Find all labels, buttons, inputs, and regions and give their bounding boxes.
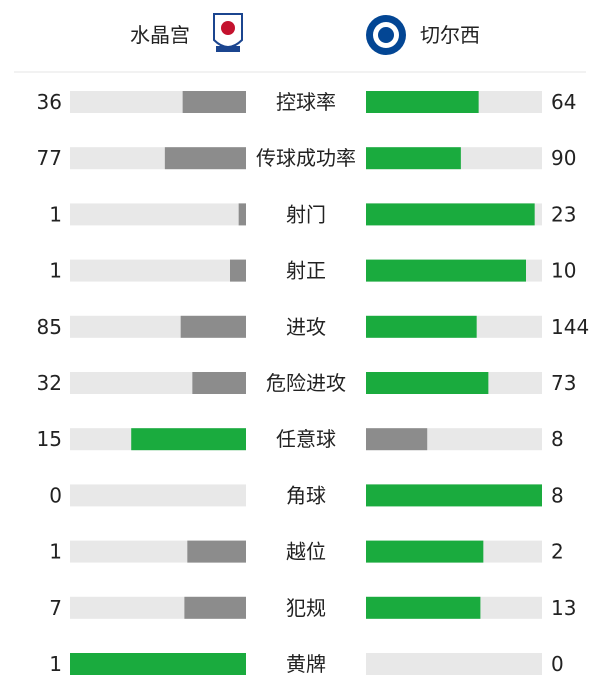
stat-label: 黄牌 [286, 652, 326, 676]
away-value: 73 [551, 371, 576, 395]
stat-label: 角球 [286, 483, 326, 507]
away-bar [366, 91, 479, 113]
away-bar [366, 315, 477, 338]
stat-label: 进攻 [286, 315, 326, 339]
home-value: 77 [37, 146, 62, 170]
stat-label: 传球成功率 [256, 146, 356, 170]
away-bar [366, 428, 428, 451]
stat-label: 控球率 [276, 90, 336, 114]
away-bar [366, 540, 484, 563]
home-bar [180, 315, 246, 338]
home-bar [131, 428, 246, 451]
away-value: 0 [551, 652, 564, 676]
home-bar [182, 91, 246, 113]
away-bar [366, 596, 481, 619]
stat-label: 犯规 [286, 596, 326, 620]
home-team: 水晶宫 [130, 23, 190, 47]
stat-label: 危险进攻 [266, 371, 346, 395]
away-bar [366, 372, 489, 394]
home-value: 36 [37, 90, 62, 114]
home-value: 1 [49, 259, 62, 283]
away-team: 切尔西 [420, 23, 480, 47]
home-track [70, 484, 246, 507]
away-value: 144 [551, 315, 589, 339]
home-value: 32 [37, 371, 62, 395]
away-bar [366, 147, 461, 170]
away-value: 8 [551, 483, 564, 507]
stat-label: 射门 [286, 202, 326, 226]
away-value: 64 [551, 90, 576, 114]
home-bar [187, 540, 246, 563]
home-value: 1 [49, 540, 62, 564]
away-value: 23 [551, 202, 576, 226]
home-bar [70, 653, 246, 675]
away-value: 8 [551, 427, 564, 451]
home-value: 15 [37, 427, 62, 451]
home-value: 7 [49, 596, 62, 620]
stat-label: 射正 [286, 259, 326, 283]
away-value: 10 [551, 259, 576, 283]
home-value: 0 [49, 483, 62, 507]
home-bar [192, 372, 246, 394]
away-bar [366, 484, 542, 507]
home-bar [238, 203, 246, 226]
away-value: 2 [551, 540, 564, 564]
home-value: 85 [37, 315, 62, 339]
home-bar [184, 596, 246, 619]
home-track [70, 259, 246, 282]
home-bar [230, 259, 246, 282]
stat-label: 越位 [286, 540, 326, 564]
away-track [366, 653, 542, 675]
away-logo [366, 15, 406, 55]
away-value: 13 [551, 596, 576, 620]
away-bar [366, 203, 535, 226]
home-value: 1 [49, 652, 62, 676]
away-value: 90 [551, 146, 576, 170]
home-track [70, 203, 246, 226]
away-bar [366, 259, 526, 282]
home-bar [164, 147, 246, 170]
stat-label: 任意球 [276, 427, 336, 451]
home-logo [213, 13, 243, 52]
home-value: 1 [49, 202, 62, 226]
